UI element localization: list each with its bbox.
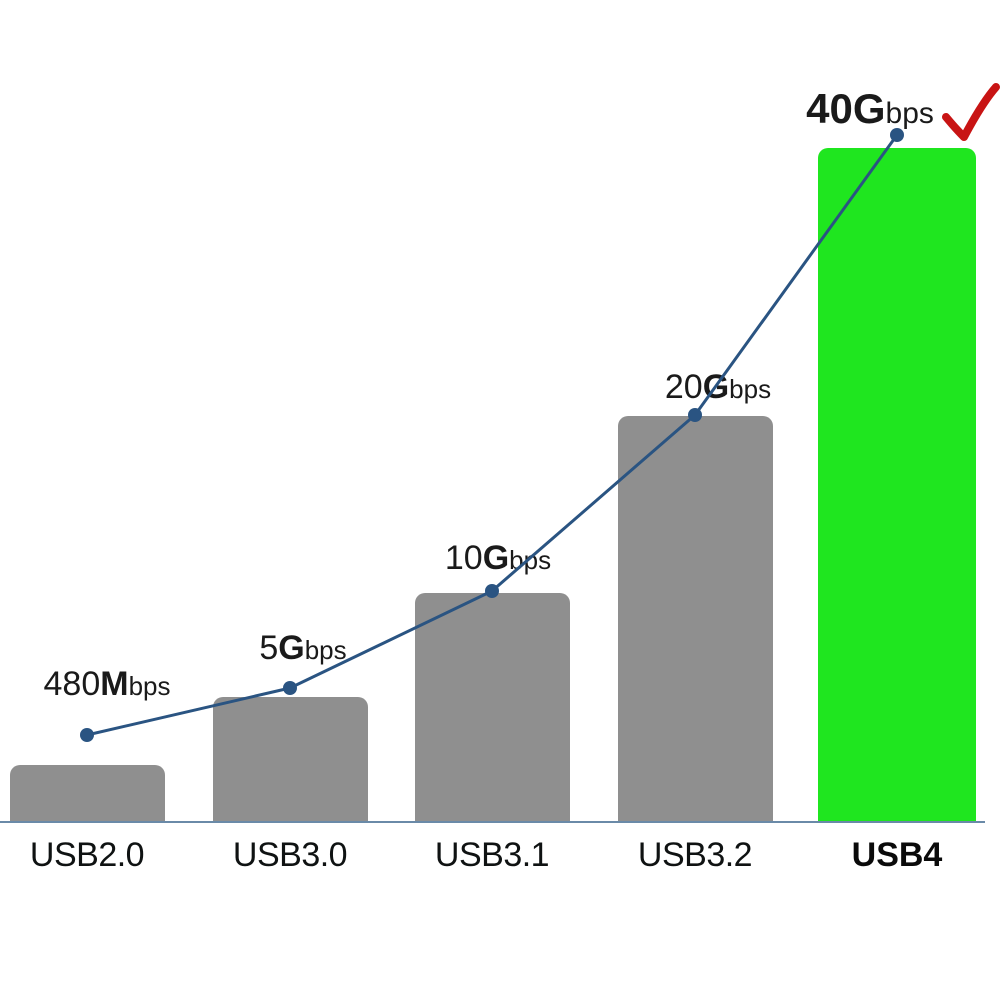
- line-marker: [283, 681, 297, 695]
- bar-usb3-2: [618, 416, 773, 821]
- value-label: 480Mbps: [44, 665, 171, 704]
- value-unit-suffix: bps: [886, 97, 934, 130]
- value-unit-suffix: bps: [729, 374, 771, 404]
- value-label: 40Gbps: [806, 85, 934, 133]
- value-label: 20Gbps: [665, 368, 771, 407]
- checkmark-icon: [946, 87, 996, 137]
- usb-speed-chart: USB2.0480MbpsUSB3.05GbpsUSB3.110GbpsUSB3…: [0, 0, 1000, 1000]
- bar-usb3-1: [415, 593, 570, 821]
- bar-usb2-0: [10, 765, 165, 821]
- value-number: 5: [259, 629, 278, 667]
- value-label: 5Gbps: [259, 629, 346, 668]
- value-number: 20: [665, 368, 703, 406]
- value-unit-prefix: M: [100, 665, 128, 703]
- bar-usb3-0: [213, 697, 368, 821]
- value-number: 40: [806, 85, 853, 132]
- value-label: 10Gbps: [445, 539, 551, 578]
- value-unit-suffix: bps: [305, 635, 347, 665]
- category-label: USB2.0: [30, 836, 144, 875]
- category-label: USB4: [852, 836, 943, 875]
- value-unit-prefix: G: [703, 368, 729, 406]
- value-number: 480: [44, 665, 101, 703]
- x-axis-baseline: [0, 821, 985, 823]
- value-unit-suffix: bps: [129, 671, 171, 701]
- value-unit-prefix: G: [483, 539, 509, 577]
- value-unit-prefix: G: [853, 85, 886, 132]
- value-unit-suffix: bps: [509, 545, 551, 575]
- category-label: USB3.2: [638, 836, 752, 875]
- value-number: 10: [445, 539, 483, 577]
- line-marker: [80, 728, 94, 742]
- category-label: USB3.1: [435, 836, 549, 875]
- value-unit-prefix: G: [278, 629, 304, 667]
- bar-usb4: [818, 148, 976, 821]
- category-label: USB3.0: [233, 836, 347, 875]
